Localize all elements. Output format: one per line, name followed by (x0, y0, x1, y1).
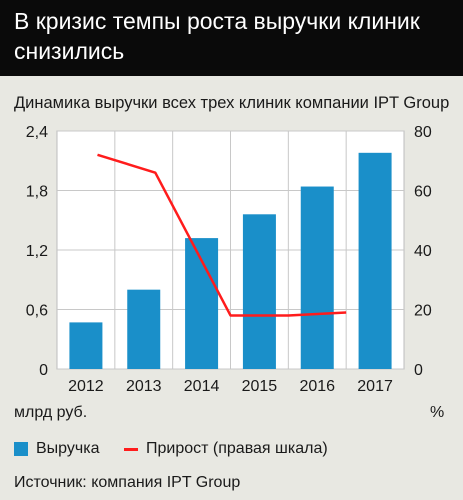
x-tick-label: 2014 (184, 378, 220, 395)
left-axis-ticks: 0 0,6 1,2 1,8 2,4 (26, 124, 48, 379)
right-tick-label: 40 (414, 243, 432, 260)
left-tick-label: 1,2 (26, 243, 48, 260)
bar-2015 (242, 214, 276, 369)
source-note: Источник: компания IPT Group (14, 474, 241, 491)
x-axis-ticks: 2012 2013 2014 2015 2016 2017 (68, 378, 393, 395)
right-tick-label: 80 (414, 124, 432, 141)
x-tick-label: 2013 (126, 378, 162, 395)
bar-2016 (300, 186, 334, 369)
x-tick-label: 2012 (68, 378, 104, 395)
left-tick-label: 0,6 (26, 303, 48, 320)
combo-chart: 0 0,6 1,2 1,8 2,4 0 20 40 60 80 2012 2013 2014 2015… (26, 124, 432, 395)
x-tick-label: 2016 (299, 378, 335, 395)
legend-label-growth: Прирост (правая шкала) (146, 440, 328, 457)
bar-2017 (358, 152, 392, 369)
legend-item-revenue: Выручка (14, 440, 99, 458)
left-tick-label: 0 (39, 362, 48, 379)
right-axis-ticks: 0 20 40 60 80 (414, 124, 432, 379)
right-tick-label: 60 (414, 184, 432, 201)
legend-label-revenue: Выручка (36, 440, 100, 457)
legend-item-growth: Прирост (правая шкала) (124, 440, 328, 458)
left-tick-label: 2,4 (26, 124, 48, 141)
right-tick-label: 0 (414, 362, 423, 379)
x-tick-label: 2015 (242, 378, 278, 395)
chart-title: В кризис темпы роста выручки клиник сниз… (14, 8, 420, 64)
growth-line (97, 153, 347, 317)
left-tick-label: 1,8 (26, 184, 48, 201)
right-axis-unit: % (430, 404, 445, 421)
legend-swatch-revenue (14, 442, 28, 456)
right-tick-label: 20 (414, 303, 432, 320)
bar-2013 (127, 289, 161, 369)
revenue-bars (69, 152, 392, 369)
gridlines (57, 130, 404, 370)
x-tick-label: 2017 (357, 378, 393, 395)
bar-2012 (69, 322, 103, 369)
left-axis-unit: млрд руб. (14, 404, 88, 421)
legend-swatch-growth (124, 447, 138, 451)
chart-subtitle: Динамика выручки всех трех клиник компан… (14, 94, 450, 112)
bar-2014 (185, 238, 219, 369)
title-bar: В кризис темпы роста выручки клиник сниз… (0, 0, 463, 76)
